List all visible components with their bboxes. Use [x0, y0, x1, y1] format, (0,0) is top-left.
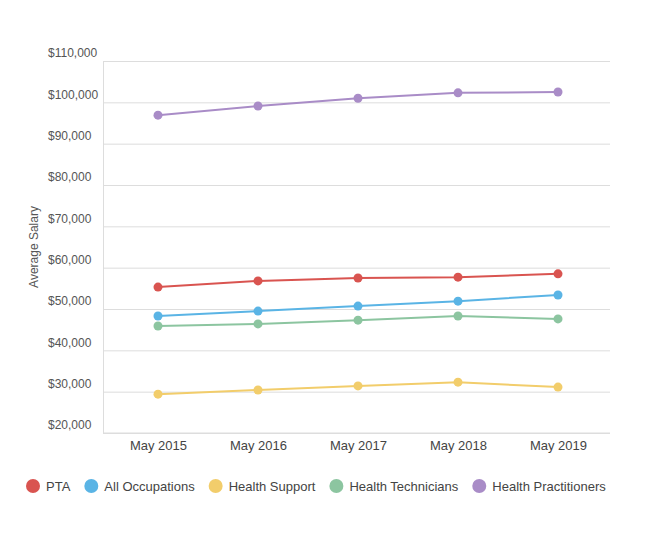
- series-marker: [154, 321, 163, 330]
- y-tick: $110,000: [48, 46, 610, 61]
- series-line: [158, 274, 558, 287]
- y-tick: $80,000: [48, 170, 610, 185]
- series-marker: [454, 273, 463, 282]
- legend: PTA All Occupations Health Support Health T…: [26, 479, 606, 494]
- series-marker: [454, 378, 463, 387]
- series-line: [158, 382, 558, 394]
- y-tick-label: $60,000: [48, 253, 92, 267]
- grid-line: [103, 102, 610, 103]
- series-line: [158, 92, 558, 115]
- x-tick-label: May 2017: [330, 438, 387, 453]
- series-marker: [554, 383, 563, 392]
- series-marker: [154, 111, 163, 120]
- series-marker: [454, 88, 463, 97]
- y-axis-line: [104, 62, 611, 434]
- series-marker: [554, 88, 563, 97]
- series-marker: [454, 297, 463, 306]
- series-marker: [354, 94, 363, 103]
- legend-label: Health Support: [229, 479, 316, 494]
- series-line: [158, 316, 558, 326]
- x-tick: May 2017: [330, 433, 387, 453]
- legend-label: Health Practitioners: [492, 479, 606, 494]
- legend-swatch: [329, 479, 343, 493]
- y-axis: $20,000 $30,000 $40,000 $50,000 $60,000 $70,0…: [48, 46, 610, 433]
- x-tick: May 2018: [430, 433, 487, 453]
- chart: $20,000 $30,000 $40,000 $50,000 $60,000 $70,0…: [0, 0, 648, 537]
- series-marker: [254, 307, 263, 316]
- legend-item: Health Practitioners: [472, 479, 606, 494]
- x-tick: May 2015: [130, 433, 187, 453]
- x-tick-label: May 2015: [130, 438, 187, 453]
- y-tick: $60,000: [48, 253, 610, 268]
- y-axis-title: Average Salary: [27, 206, 41, 288]
- series-marker: [354, 274, 363, 283]
- series-marker: [354, 381, 363, 390]
- series-marker: [554, 269, 563, 278]
- legend-swatch: [472, 479, 486, 493]
- y-tick-label: $90,000: [48, 129, 92, 143]
- grid-line: [103, 185, 610, 186]
- legend-item: PTA: [26, 479, 71, 494]
- series-marker: [254, 386, 263, 395]
- y-tick: $20,000: [48, 418, 610, 433]
- legend-swatch: [209, 479, 223, 493]
- series-marker: [254, 319, 263, 328]
- series-marker: [354, 302, 363, 311]
- x-tick: May 2019: [530, 433, 587, 453]
- grid-line: [103, 350, 610, 351]
- series-marker: [454, 312, 463, 321]
- series-line: [158, 295, 558, 316]
- legend-item: Health Technicians: [329, 479, 458, 494]
- y-tick-label: $50,000: [48, 294, 92, 308]
- legend-label: Health Technicians: [349, 479, 458, 494]
- y-tick-label: $110,000: [48, 46, 97, 60]
- legend-swatch: [84, 479, 98, 493]
- series-marker: [554, 290, 563, 299]
- legend-swatch: [26, 479, 40, 493]
- x-tick-label: May 2019: [530, 438, 587, 453]
- x-axis-line: [103, 433, 610, 434]
- y-tick-label: $70,000: [48, 212, 92, 226]
- y-tick-label: $40,000: [48, 336, 92, 350]
- x-axis: May 2015 May 2016 May 2017 May 2018 May 2019: [103, 433, 610, 453]
- legend-item: Health Support: [209, 479, 316, 494]
- y-tick-label: $80,000: [48, 170, 92, 184]
- grid-line: [103, 144, 610, 145]
- legend-label: PTA: [46, 479, 71, 494]
- grid-line: [103, 226, 610, 227]
- series-marker: [154, 312, 163, 321]
- series-marker: [154, 390, 163, 399]
- x-tick-label: May 2016: [230, 438, 287, 453]
- y-tick: $90,000: [48, 129, 610, 144]
- y-tick-label: $20,000: [48, 418, 92, 432]
- series-marker: [154, 283, 163, 292]
- grid-line: [103, 433, 610, 434]
- x-tick-label: May 2018: [430, 438, 487, 453]
- y-tick: $40,000: [48, 336, 610, 351]
- series-marker: [354, 316, 363, 325]
- series-marker: [554, 314, 563, 323]
- grid-line: [103, 61, 610, 62]
- series-marker: [254, 276, 263, 285]
- series-marker: [254, 102, 263, 111]
- legend-label: All Occupations: [104, 479, 195, 494]
- plot-area: [154, 88, 563, 399]
- y-tick-label: $100,000: [48, 88, 98, 102]
- x-tick: May 2016: [230, 433, 287, 453]
- y-tick-label: $30,000: [48, 377, 92, 391]
- y-tick: $70,000: [48, 212, 610, 227]
- legend-item: All Occupations: [84, 479, 195, 494]
- grid-line: [103, 268, 610, 269]
